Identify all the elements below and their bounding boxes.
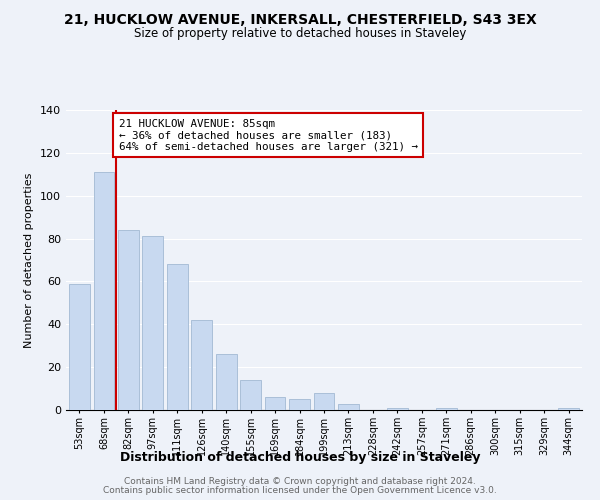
Bar <box>69 284 90 410</box>
Bar <box>167 264 188 410</box>
Text: 21 HUCKLOW AVENUE: 85sqm
← 36% of detached houses are smaller (183)
64% of semi-: 21 HUCKLOW AVENUE: 85sqm ← 36% of detach… <box>119 118 418 152</box>
Text: Contains public sector information licensed under the Open Government Licence v3: Contains public sector information licen… <box>103 486 497 495</box>
Text: Size of property relative to detached houses in Staveley: Size of property relative to detached ho… <box>134 28 466 40</box>
Bar <box>314 393 334 410</box>
Bar <box>289 400 310 410</box>
Bar <box>142 236 163 410</box>
Bar <box>191 320 212 410</box>
Bar <box>558 408 579 410</box>
Bar <box>94 172 114 410</box>
Bar <box>338 404 359 410</box>
Bar <box>265 397 286 410</box>
Y-axis label: Number of detached properties: Number of detached properties <box>25 172 34 348</box>
Bar <box>436 408 457 410</box>
Text: Distribution of detached houses by size in Staveley: Distribution of detached houses by size … <box>120 451 480 464</box>
Text: 21, HUCKLOW AVENUE, INKERSALL, CHESTERFIELD, S43 3EX: 21, HUCKLOW AVENUE, INKERSALL, CHESTERFI… <box>64 12 536 26</box>
Bar <box>118 230 139 410</box>
Bar <box>387 408 408 410</box>
Bar <box>216 354 236 410</box>
Bar <box>240 380 261 410</box>
Text: Contains HM Land Registry data © Crown copyright and database right 2024.: Contains HM Land Registry data © Crown c… <box>124 477 476 486</box>
